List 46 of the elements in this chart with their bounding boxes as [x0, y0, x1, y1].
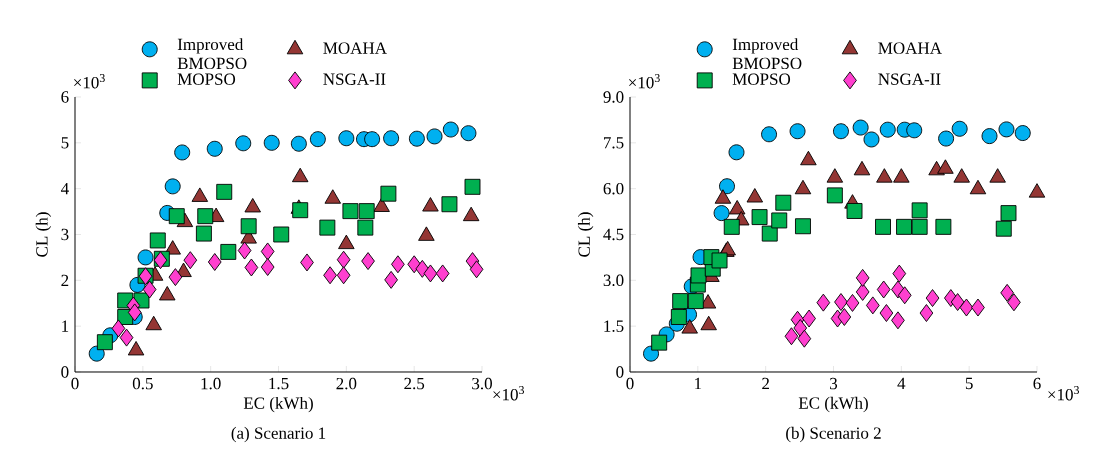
y-tick-label: 5: [61, 137, 69, 149]
legend-label: MOPSO: [177, 73, 236, 85]
x-axis-title: EC (kWh): [798, 396, 868, 413]
legend-label: NSGA-II: [323, 73, 386, 85]
text: ×10$^{3}$: [493, 386, 525, 401]
y-tick-label: 4: [60, 183, 69, 195]
y-tick-label: 4.5: [603, 228, 624, 241]
y-tick-label: 2: [61, 274, 69, 286]
legend-label: Improved BMOPSO: [732, 38, 802, 70]
y-tick-label: 0: [616, 366, 624, 378]
y-tick-label: 6: [61, 91, 69, 103]
text: (b) Scenario 2: [786, 426, 881, 443]
legend-label: Improved BMOPSO: [177, 38, 247, 70]
y-tick-label: 1.5: [604, 320, 624, 332]
x-tick-label: 3: [830, 377, 838, 390]
y-tick-label: 9.0: [603, 91, 624, 103]
y-tick-label: 0: [61, 366, 69, 378]
y-axis-title: CL (h): [577, 212, 594, 257]
legend-label: MOAHA: [323, 42, 387, 54]
x-tick-label: 6: [1033, 377, 1041, 390]
y-tick-label: 3.0: [603, 274, 624, 287]
legend-label: NSGA-II: [878, 73, 941, 85]
x-tick-label: 1.5: [269, 377, 289, 390]
legend-label: MOPSO: [732, 73, 791, 85]
y-tick-label: 7.5: [604, 137, 624, 149]
x-tick-label: 0: [71, 377, 79, 390]
text: (a) Scenario 1: [231, 426, 326, 443]
y-tick-label: 6.0: [603, 182, 624, 195]
x-tick-label: 2.0: [336, 377, 357, 390]
x-tick-label: 5: [965, 377, 973, 390]
x-tick-label: 4: [897, 377, 906, 390]
y-tick-label: 1: [62, 320, 69, 332]
y-axis-title: CL (h): [35, 212, 52, 257]
x-tick-label: 2: [762, 377, 769, 390]
y-tick-label: 3: [61, 228, 69, 241]
text: ×10$^{3}$: [74, 74, 105, 89]
legend-label: MOAHA: [878, 42, 942, 54]
x-tick-label: 1.0: [201, 377, 221, 390]
x-axis-title: EC (kWh): [243, 396, 313, 413]
x-tick-label: 0: [626, 377, 634, 390]
x-tick-label: 2.5: [404, 377, 425, 390]
x-tick-label: 0.5: [132, 377, 153, 390]
text: ×10$^{3}$: [629, 74, 660, 89]
text: ×10$^{3}$: [1048, 386, 1079, 401]
x-tick-label: 3.0: [472, 377, 492, 390]
x-tick-label: 1: [695, 377, 702, 390]
